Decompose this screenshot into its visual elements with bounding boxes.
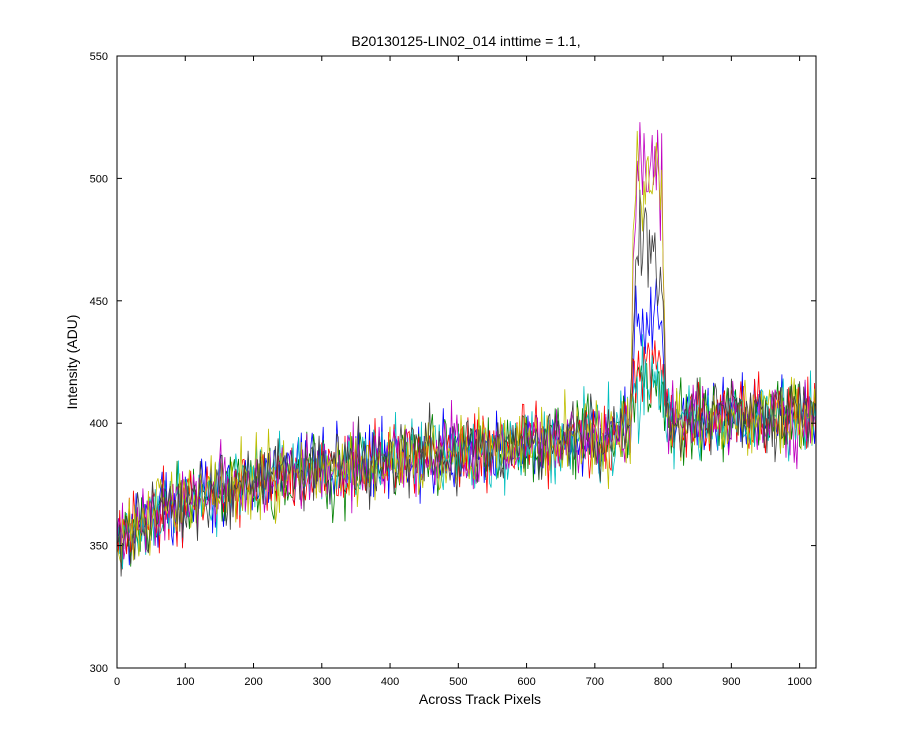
y-tick-label: 550: [90, 51, 108, 63]
x-tick-label: 800: [654, 676, 672, 688]
x-tick-label: 200: [244, 676, 262, 688]
x-axis-label: Across Track Pixels: [419, 691, 541, 707]
series-line: [117, 189, 816, 577]
x-tick-label: 700: [586, 676, 604, 688]
x-tick-label: 900: [722, 676, 740, 688]
chart-title: B20130125-LIN02_014 inttime = 1.1,: [351, 33, 580, 49]
series-line: [117, 130, 816, 565]
x-tick-label: 400: [381, 676, 399, 688]
series-group: [117, 122, 816, 577]
x-tick-label: 600: [517, 676, 535, 688]
y-tick-label: 350: [90, 541, 108, 553]
x-tick-label: 500: [449, 676, 467, 688]
y-tick-label: 300: [90, 663, 108, 675]
plot-area: [117, 56, 816, 668]
axes-box: [116, 55, 817, 669]
x-tick-label: 100: [176, 676, 194, 688]
y-axis-label: Intensity (ADU): [64, 315, 80, 410]
y-tick-label: 500: [90, 173, 108, 185]
x-tick-label: 1000: [787, 676, 811, 688]
y-axis: 300 350 400 450 500 550: [90, 51, 816, 675]
y-tick-label: 450: [90, 296, 108, 308]
y-tick-label: 400: [90, 418, 108, 430]
x-tick-label: 0: [114, 676, 120, 688]
x-tick-label: 300: [313, 676, 331, 688]
x-axis: 0 100 200 300 400 500 600 700 800 900 1000: [114, 56, 812, 688]
